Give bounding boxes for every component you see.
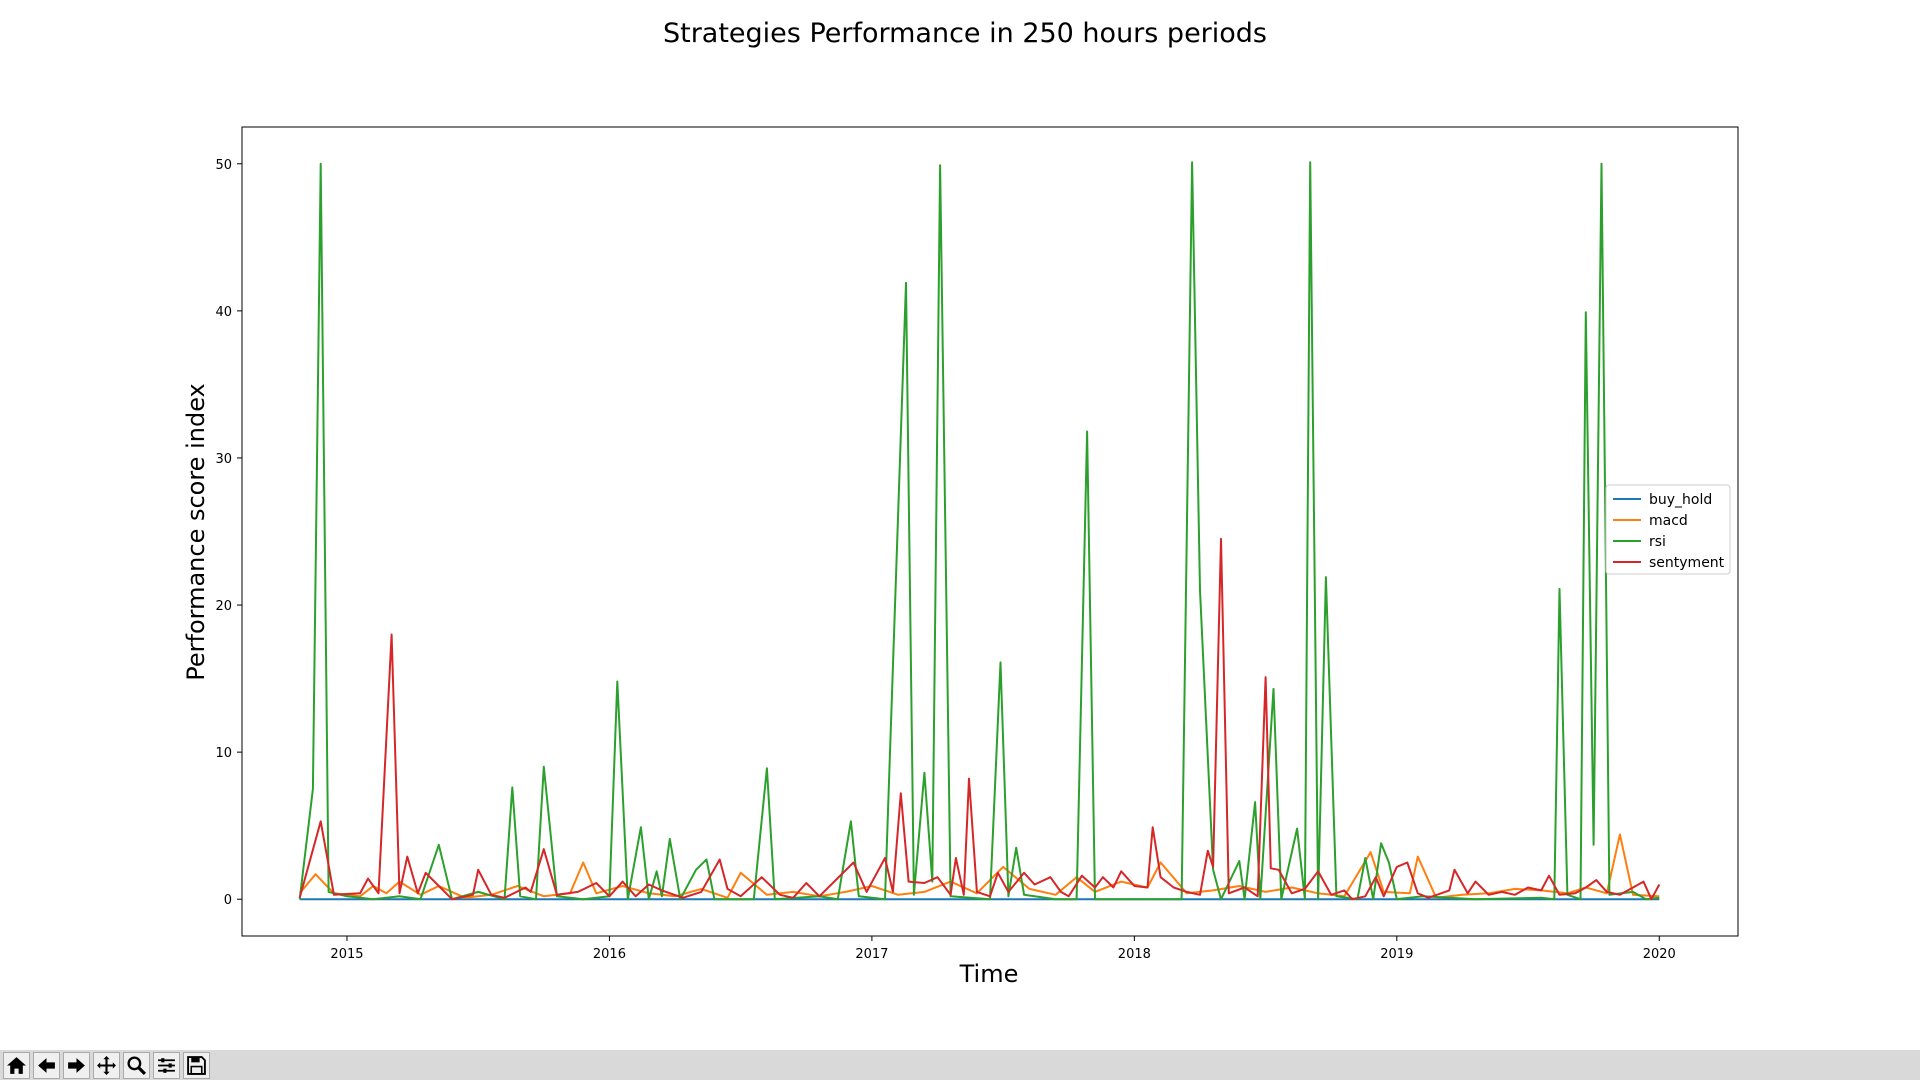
home-button[interactable] — [3, 1051, 30, 1079]
x-tick-label: 2016 — [593, 947, 626, 962]
legend-label-rsi: rsi — [1649, 534, 1666, 550]
zoom-button[interactable] — [123, 1051, 150, 1079]
zoom-icon — [127, 1055, 147, 1075]
series-line-sentyment — [298, 537, 1661, 901]
forward-button[interactable] — [63, 1051, 90, 1079]
plot-frame — [241, 126, 1739, 937]
legend-label-macd: macd — [1649, 513, 1688, 529]
home-icon — [7, 1056, 26, 1074]
y-tick-label: 40 — [215, 305, 232, 320]
y-axis-label: Performance score index — [182, 383, 210, 681]
plot-area — [241, 126, 1739, 937]
chart: Strategies Performance in 250 hours peri… — [182, 18, 1739, 988]
y-tick-label: 30 — [215, 452, 232, 467]
y-tick-label: 20 — [215, 599, 232, 614]
x-tick-label: 2018 — [1118, 947, 1151, 962]
y-tick-label: 10 — [215, 746, 232, 761]
y-tick-label: 0 — [224, 893, 232, 908]
back-button[interactable] — [33, 1051, 60, 1079]
save-button[interactable] — [183, 1051, 210, 1079]
x-axis-ticks: 2015 2016 2017 2018 2019 2020 — [330, 936, 1676, 962]
x-tick-label: 2020 — [1643, 947, 1676, 962]
series-line-macd — [298, 833, 1660, 899]
x-axis-label: Time — [959, 960, 1019, 988]
configure-subplots-icon — [158, 1057, 175, 1073]
x-tick-label: 2015 — [330, 947, 363, 962]
legend-label-buy_hold: buy_hold — [1649, 492, 1712, 508]
pan-icon — [97, 1055, 116, 1075]
back-arrow-icon — [38, 1057, 55, 1073]
navigation-toolbar — [0, 1050, 1920, 1080]
legend-label-sentyment: sentyment — [1649, 555, 1725, 571]
pan-button[interactable] — [93, 1051, 120, 1079]
forward-arrow-icon — [68, 1057, 85, 1073]
y-tick-label: 50 — [215, 158, 232, 173]
configure-subplots-button[interactable] — [153, 1051, 180, 1079]
chart-title: Strategies Performance in 250 hours peri… — [663, 18, 1267, 49]
save-icon — [187, 1055, 206, 1075]
y-axis-ticks: 0 10 20 30 40 50 — [215, 158, 242, 908]
x-tick-label: 2019 — [1380, 947, 1413, 962]
legend-box — [1605, 484, 1731, 575]
series-line-rsi — [298, 161, 1660, 901]
x-tick-label: 2017 — [855, 947, 888, 962]
